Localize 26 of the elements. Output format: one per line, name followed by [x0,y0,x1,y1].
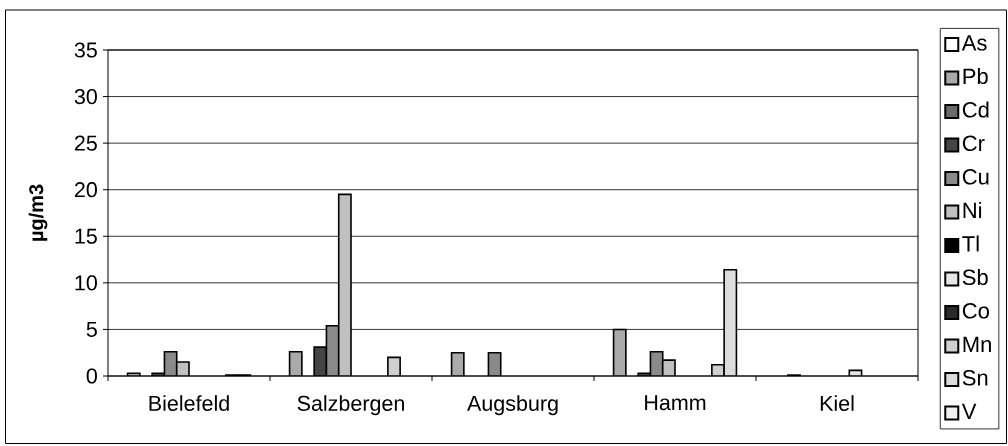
legend-label: Mn [963,336,991,352]
y-tick-label: 15 [75,228,97,244]
y-tick-label: 5 [86,321,97,337]
legend-label: Pb [963,67,988,85]
y-tick-label: 30 [74,88,97,105]
legend-label: Sn [962,370,988,386]
legend-label: Cd [962,101,989,118]
legend-label: As [961,35,987,51]
legend-label: Cu [962,169,989,185]
legend-label: Co [962,303,989,319]
legend-label: Sb [962,268,988,286]
legend-label: V [961,403,977,419]
x-tick-label: Augsburg [467,395,558,416]
x-tick-label: Bielefeld [149,395,229,411]
legend-label: Ni [963,201,982,218]
x-tick-label: Hamm [645,395,706,411]
y-tick-label: 0 [86,368,97,384]
legend-label: Tl [962,235,979,252]
x-tick-label: Salzbergen [297,395,404,416]
y-tick-label: 10 [75,275,97,291]
legend-label: Cr [962,135,985,152]
y-axis-title: µg/m3 [28,184,48,241]
y-tick-label: 20 [74,182,97,198]
x-tick-label: Kiel [820,395,854,411]
y-tick-label: 25 [74,135,97,151]
y-tick-label: 35 [74,42,97,58]
